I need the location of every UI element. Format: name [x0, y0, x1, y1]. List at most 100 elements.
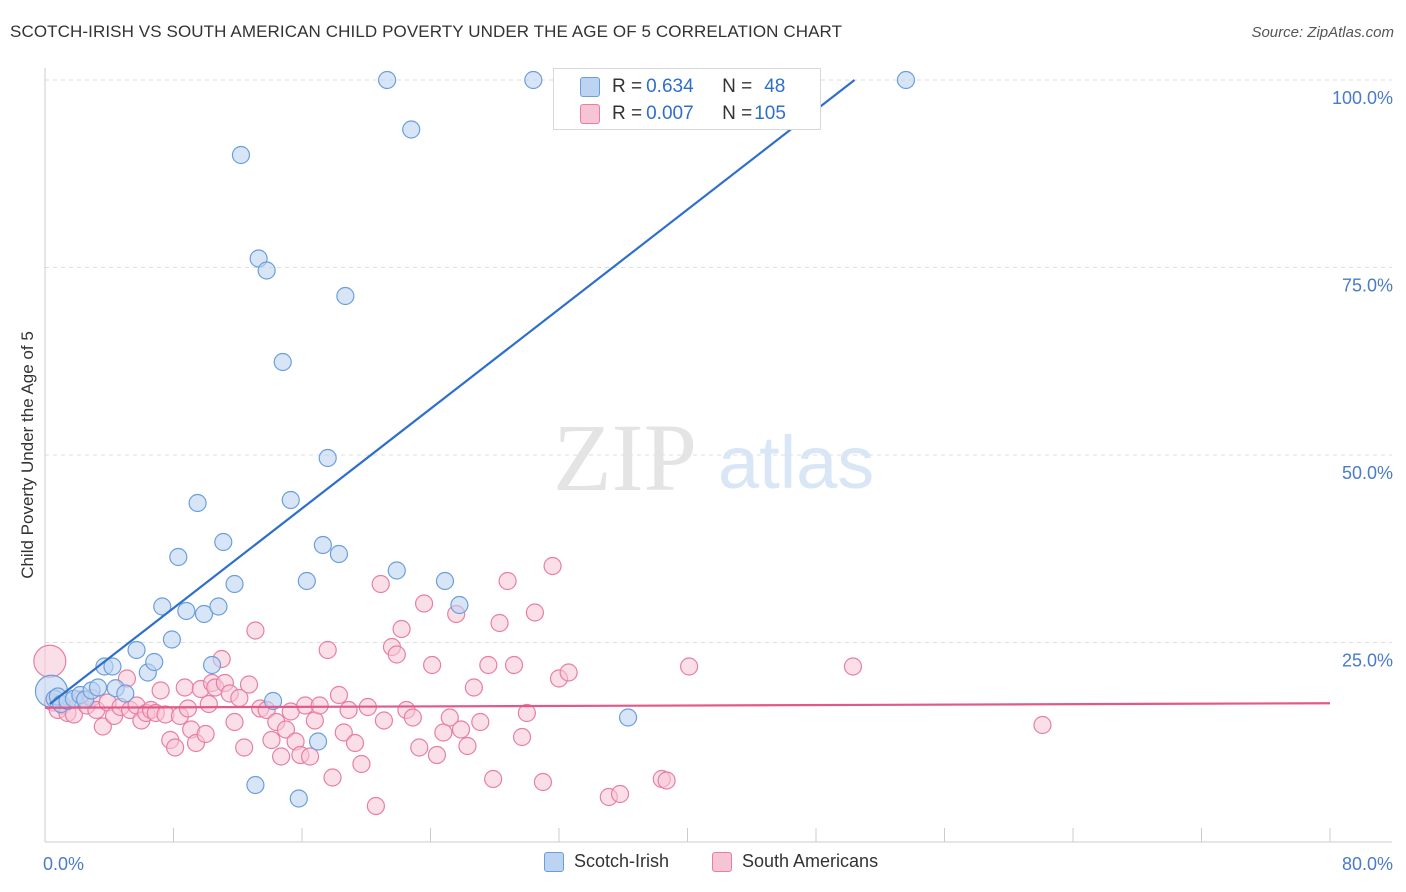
data-point-south-americans [246, 621, 265, 640]
data-point-south-americans [334, 723, 353, 742]
data-point-scotch-irish [188, 493, 207, 513]
data-point-scotch-irish [618, 708, 638, 727]
legend-swatch-blue [580, 77, 600, 97]
n-label: N = [722, 103, 753, 124]
y-tick-label: 100.0% [1332, 88, 1393, 108]
r-label: R = [612, 103, 643, 124]
data-point-south-americans [329, 685, 349, 705]
data-point-scotch-irish [153, 597, 172, 616]
data-point-south-americans [276, 720, 296, 739]
data-point-scotch-irish [378, 70, 397, 90]
data-point-south-americans [525, 603, 545, 622]
data-point-south-americans [458, 736, 477, 756]
data-point-scotch-irish [162, 630, 181, 649]
data-point-south-americans [371, 574, 390, 594]
data-point-south-americans [151, 681, 170, 700]
data-point-scotch-irish [214, 532, 233, 552]
data-point-south-americans [464, 678, 483, 697]
axes [44, 68, 1392, 843]
data-point-south-americans [451, 720, 471, 739]
watermark-zip: ZIP [553, 404, 697, 511]
data-point-scotch-irish [402, 120, 421, 139]
data-point-scotch-irish [318, 448, 337, 468]
data-point-scotch-irish [177, 601, 196, 621]
data-point-south-americans [504, 655, 524, 675]
legend-label-scotch-irish: Scotch-Irish [574, 851, 670, 871]
data-point-south-americans [366, 796, 385, 816]
n-label: N = [722, 76, 753, 97]
y-tick-label: 25.0% [1342, 651, 1393, 671]
data-point-south-americans [414, 594, 434, 613]
data-point-south-americans [339, 700, 358, 720]
data-point-scotch-irish [225, 574, 244, 594]
data-point-scotch-irish [896, 70, 916, 90]
trendlines [44, 79, 1331, 709]
data-point-south-americans [235, 738, 254, 757]
data-point-south-americans [680, 657, 699, 676]
data-point-scotch-irish [297, 571, 316, 591]
n-value: 48 [764, 76, 786, 97]
data-point-south-americans [300, 747, 320, 766]
data-point-south-americans [318, 640, 337, 660]
data-point-scotch-irish [231, 145, 251, 165]
r-value: 0.634 [646, 76, 694, 97]
gridlines [45, 79, 1392, 643]
data-point-scotch-irish [169, 547, 188, 567]
data-point-scotch-irish [257, 261, 276, 280]
data-point-south-americans [423, 655, 442, 675]
data-point-south-americans [239, 675, 259, 694]
data-point-south-americans [352, 754, 371, 774]
legend-item-scotch-irish[interactable]: Scotch-Irish [544, 851, 669, 872]
legend-swatch-pink [712, 851, 732, 872]
data-point-south-americans [434, 723, 453, 742]
chart-title: SCOTCH-IRISH VS SOUTH AMERICAN CHILD POV… [10, 22, 843, 41]
stats-row-scotch-irish: R = 0.634 N = 48 [580, 75, 785, 99]
data-point-south-americans [427, 745, 447, 765]
data-point-south-americans [843, 657, 863, 676]
trendline-scotch-irish [49, 79, 856, 705]
data-point-south-americans [345, 733, 365, 753]
data-point-scotch-irish [524, 70, 543, 90]
data-point-scotch-irish [103, 657, 122, 676]
data-point-south-americans [199, 694, 218, 714]
data-point-south-americans [559, 663, 578, 682]
data-point-scotch-irish [209, 597, 228, 616]
r-value: 0.007 [646, 103, 694, 124]
data-point-south-americans [323, 768, 342, 787]
data-point-south-americans [657, 771, 676, 790]
source-label: Source: ZipAtlas.com [1251, 24, 1394, 41]
tick-labels: 100.0% 75.0% 50.0% 25.0% 0.0% 80.0% [43, 88, 1393, 874]
data-point-south-americans [610, 784, 630, 804]
data-point-south-americans [166, 738, 185, 757]
data-point-scotch-irish [127, 640, 146, 660]
data-point-south-americans [178, 699, 198, 718]
legend-label-south-americans: South Americans [742, 851, 879, 871]
data-point-south-americans [93, 717, 112, 736]
stats-row-south-americans: R = 0.007 N = 105 [580, 102, 786, 126]
series-legend: Scotch-Irish South Americans [0, 851, 1406, 877]
legend-swatch-pink [580, 104, 600, 124]
data-point-scotch-irish [88, 678, 108, 697]
data-point-scotch-irish [281, 490, 300, 510]
data-point-scotch-irish [273, 352, 292, 372]
y-tick-label: 75.0% [1342, 276, 1393, 296]
data-point-south-americans [517, 703, 536, 723]
data-point-scotch-irish [336, 286, 355, 306]
data-point-scotch-irish [450, 595, 469, 615]
r-label: R = [612, 76, 643, 97]
data-point-south-americans [374, 711, 394, 730]
data-point-south-americans [262, 730, 281, 750]
data-point-scotch-irish [387, 561, 406, 580]
data-point-scotch-irish [289, 789, 308, 808]
data-point-scotch-irish [246, 775, 265, 795]
data-point-scotch-irish [145, 652, 164, 672]
data-point-scotch-irish [313, 535, 332, 555]
y-tick-label: 50.0% [1342, 463, 1393, 483]
data-point-south-americans [498, 571, 517, 591]
legend-swatch-blue [544, 851, 564, 872]
data-point-south-americans [305, 711, 324, 730]
data-point-south-americans [440, 708, 459, 727]
data-point-south-americans [225, 712, 244, 732]
legend-item-south-americans[interactable]: South Americans [712, 851, 878, 872]
trendline-south-americans [44, 702, 1331, 709]
